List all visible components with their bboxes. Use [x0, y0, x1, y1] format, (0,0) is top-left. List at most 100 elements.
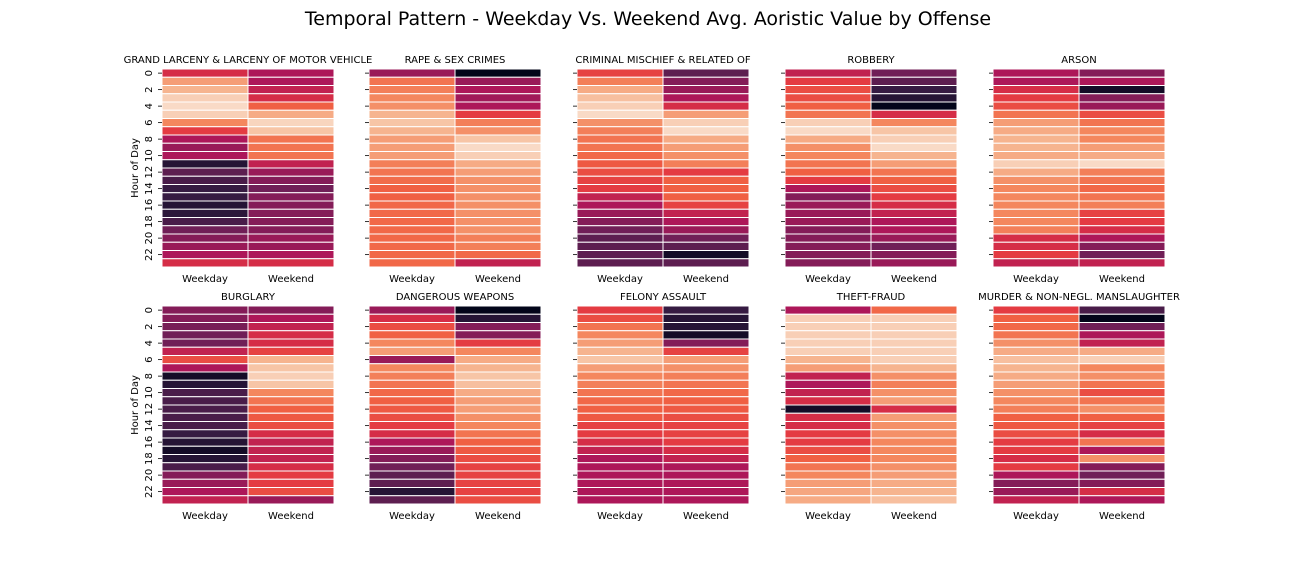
heatmap-cell — [1078, 355, 1166, 365]
heatmap-panel: FELONY ASSAULT Weekday Weekend — [573, 292, 750, 522]
heatmap-cell — [454, 225, 542, 235]
heatmap-cell — [662, 462, 750, 472]
heatmap-cell — [247, 167, 335, 177]
heatmap-cell — [454, 462, 542, 472]
heatmap-cell — [454, 68, 542, 78]
heatmap-cell — [368, 355, 456, 365]
heatmap-cell — [368, 445, 456, 455]
heatmap-cell — [1078, 412, 1166, 422]
heatmap-cell — [161, 371, 249, 381]
heatmap-cell — [368, 396, 456, 406]
heatmap-cell — [368, 363, 456, 373]
heatmap-cell — [662, 118, 750, 128]
heatmap-cell — [1078, 208, 1166, 218]
heatmap-cell — [576, 159, 664, 169]
heatmap-cell — [576, 470, 664, 480]
panel-title: THEFT-FRAUD — [836, 292, 906, 303]
heatmap-cell — [247, 217, 335, 227]
heatmap-cell — [870, 388, 958, 398]
heatmap-cell — [870, 322, 958, 332]
heatmap-cell — [662, 388, 750, 398]
heatmap-cell — [1078, 93, 1166, 103]
heatmap-cell — [161, 225, 249, 235]
heatmap-cell — [576, 330, 664, 340]
heatmap-cell — [1078, 445, 1166, 455]
heatmap-cell — [662, 355, 750, 365]
heatmap-cell — [161, 470, 249, 480]
heatmap-cell — [247, 322, 335, 332]
x-tick-label: Weekend — [475, 511, 521, 522]
heatmap-cell — [247, 151, 335, 161]
heatmap-cell — [992, 167, 1080, 177]
y-tick-label: 10 — [144, 149, 155, 162]
heatmap-cell — [161, 330, 249, 340]
heatmap-cell — [870, 142, 958, 152]
heatmap-cell — [576, 495, 664, 505]
heatmap-cell — [662, 93, 750, 103]
x-tick-label: Weekend — [1099, 274, 1145, 285]
heatmap-cell — [1078, 322, 1166, 332]
heatmap-cell — [247, 379, 335, 389]
heatmap-cell — [992, 101, 1080, 111]
heatmap-cell — [784, 388, 872, 398]
heatmap-cell — [247, 412, 335, 422]
heatmap-cell — [992, 258, 1080, 268]
y-tick-label: 16 — [144, 199, 155, 212]
heatmap-cell — [992, 445, 1080, 455]
heatmap-cell — [368, 305, 456, 315]
heatmap-cell — [454, 429, 542, 439]
heatmap-panel: DANGEROUS WEAPONS Weekday Weekend — [365, 292, 542, 522]
heatmap-cell — [784, 322, 872, 332]
heatmap-cell — [784, 233, 872, 243]
heatmap-cell — [368, 159, 456, 169]
heatmap-cell — [1078, 175, 1166, 185]
heatmap-cell — [662, 495, 750, 505]
heatmap-cell — [454, 109, 542, 119]
heatmap-cell — [870, 233, 958, 243]
heatmap-cell — [870, 355, 958, 365]
heatmap-cell — [247, 355, 335, 365]
heatmap-cell — [161, 200, 249, 210]
heatmap-cell — [368, 200, 456, 210]
heatmap-cell — [454, 305, 542, 315]
heatmap-cell — [161, 305, 249, 315]
heatmap-cell — [992, 192, 1080, 202]
heatmap-cell — [1078, 151, 1166, 161]
heatmap-cell — [368, 225, 456, 235]
heatmap-cell — [784, 241, 872, 251]
heatmap-cell — [247, 421, 335, 431]
heatmap-cell — [1078, 371, 1166, 381]
x-tick-label: Weekend — [268, 274, 314, 285]
heatmap-cell — [454, 454, 542, 464]
heatmap-cell — [662, 142, 750, 152]
heatmap-cell — [1078, 388, 1166, 398]
heatmap-cell — [576, 101, 664, 111]
heatmap-cell — [454, 76, 542, 86]
heatmap-cell — [368, 322, 456, 332]
heatmap-cell — [576, 200, 664, 210]
heatmap-cell — [784, 346, 872, 356]
heatmap-cell — [247, 192, 335, 202]
heatmap-cell — [161, 478, 249, 488]
heatmap-cell — [368, 454, 456, 464]
heatmap-cell — [454, 200, 542, 210]
heatmap-cell — [870, 208, 958, 218]
heatmap-cell — [576, 142, 664, 152]
heatmap-cell — [784, 495, 872, 505]
heatmap-cell — [576, 421, 664, 431]
heatmap-cell — [368, 495, 456, 505]
heatmap-cell — [784, 445, 872, 455]
heatmap-cell — [992, 109, 1080, 119]
heatmap-cell — [662, 241, 750, 251]
heatmap-cell — [454, 233, 542, 243]
heatmap-cell — [368, 487, 456, 497]
heatmap-cell — [247, 76, 335, 86]
heatmap-cell — [662, 421, 750, 431]
y-tick-label: 6 — [144, 119, 155, 125]
heatmap-cell — [784, 371, 872, 381]
heatmap-cell — [662, 330, 750, 340]
heatmap-cell — [161, 412, 249, 422]
heatmap-cell — [161, 322, 249, 332]
heatmap-cell — [454, 437, 542, 447]
heatmap-cell — [662, 167, 750, 177]
